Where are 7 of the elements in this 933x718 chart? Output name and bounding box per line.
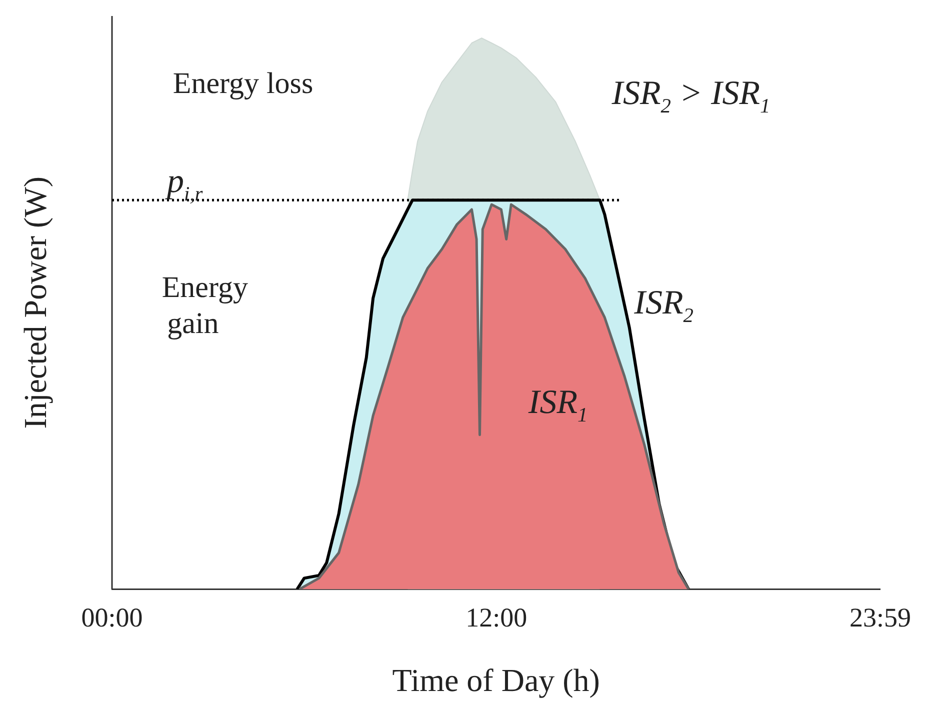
x-tick-label: 23:59 bbox=[849, 602, 912, 632]
annotation: Energy loss bbox=[172, 67, 314, 100]
x-axis-title: Time of Day (h) bbox=[392, 662, 600, 698]
annotation: Energy gain bbox=[162, 271, 248, 340]
x-tick-label: 00:00 bbox=[81, 602, 143, 632]
y-axis-title: Injected Power (W) bbox=[17, 176, 53, 429]
x-tick-label: 12:00 bbox=[466, 602, 528, 632]
